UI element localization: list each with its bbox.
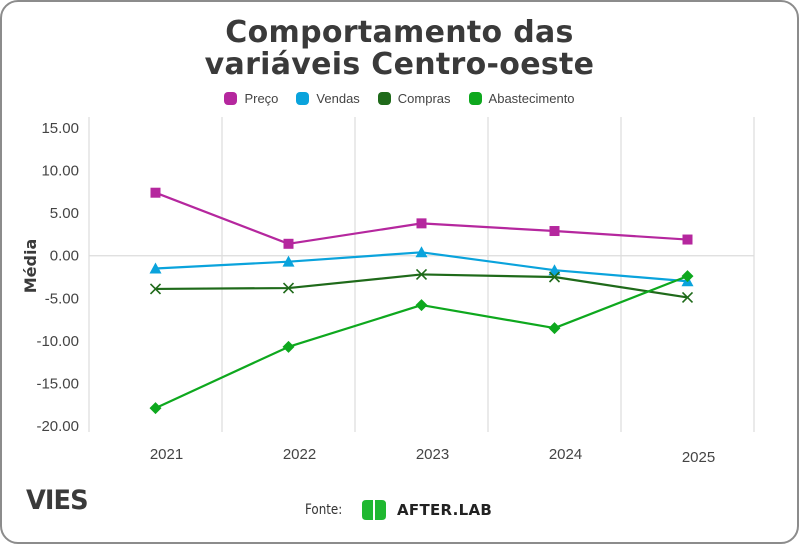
y-axis-label: Média [21, 239, 40, 294]
series-abastecimento [149, 270, 694, 415]
legend-swatch-abastecimento [468, 92, 482, 105]
data-point-square [150, 187, 161, 198]
data-point-diamond [282, 340, 295, 353]
data-point-square [682, 234, 693, 245]
y-axis: 15.00 10.00 5.00 0.00 -5.00 -10.00 -15.00 -20.0… [36, 120, 79, 435]
data-point-diamond [681, 270, 694, 283]
legend-label-preco: Preço [244, 91, 279, 106]
x-tick-label: 2023 [416, 446, 449, 463]
legend-item-vendas[interactable]: Vendas [296, 91, 360, 106]
source-label: Fonte: [305, 502, 343, 518]
data-point-x [681, 291, 694, 303]
series-preco [150, 187, 693, 249]
data-point-x [548, 271, 561, 283]
legend-item-compras[interactable]: Compras [377, 91, 451, 106]
x-axis: 2021 2022 2023 2024 2025 [150, 446, 715, 466]
y-tick-label: 5.00 [50, 205, 79, 222]
legend-label-abastecimento: Abastecimento [488, 91, 575, 106]
y-tick-label: -5.00 [45, 290, 79, 307]
chart-series [149, 187, 694, 415]
legend-swatch-vendas [296, 92, 310, 105]
data-point-diamond [548, 322, 561, 335]
series-line [155, 273, 688, 299]
chart-title-line-2: variáveis Centro-oeste [204, 47, 595, 82]
chart-title-line-1: Comportamento das [225, 15, 574, 50]
data-point-triangle [548, 264, 561, 276]
x-tick-label: 2024 [549, 446, 582, 463]
legend-item-abastecimento[interactable]: Abastecimento [468, 91, 575, 106]
data-point-x [149, 283, 162, 295]
afterlab-logo-icon [362, 500, 386, 520]
y-tick-label: -15.00 [36, 375, 79, 392]
data-point-diamond [149, 402, 162, 415]
chart-title: Comportamento das variáveis Centro-oeste [0, 17, 799, 81]
vies-logo: VIES [26, 485, 89, 516]
data-point-x [282, 282, 295, 294]
x-tick-label: 2025 [682, 449, 715, 466]
series-line [155, 191, 688, 245]
series-compras [149, 268, 694, 303]
x-tick-label: 2021 [150, 446, 183, 463]
data-point-triangle [415, 246, 428, 258]
data-point-diamond [415, 299, 428, 312]
y-tick-label: 0.00 [50, 248, 79, 265]
legend-label-vendas: Vendas [316, 91, 360, 106]
series-line [155, 275, 688, 410]
source-credit: Fonte: AFTER.LAB [305, 498, 492, 522]
y-tick-label: -20.00 [36, 418, 79, 435]
data-point-square [283, 238, 294, 249]
data-point-triangle [282, 255, 295, 267]
legend-swatch-compras [377, 92, 391, 105]
legend-item-preco[interactable]: Preço [224, 91, 278, 106]
data-point-square [416, 218, 427, 229]
y-tick-label: -10.00 [36, 333, 79, 350]
series-vendas [149, 246, 694, 287]
x-tick-label: 2022 [283, 446, 316, 463]
legend-swatch-preco [224, 92, 238, 105]
data-point-x [415, 268, 428, 281]
y-tick-label: 15.00 [41, 120, 79, 137]
data-point-square [549, 226, 560, 237]
legend-label-compras: Compras [397, 91, 451, 106]
chart-legend: Preço Vendas Compras Abastecimento [0, 91, 799, 106]
y-tick-label: 10.00 [41, 163, 79, 180]
data-point-triangle [149, 262, 162, 274]
source-name: AFTER.LAB [397, 501, 493, 519]
